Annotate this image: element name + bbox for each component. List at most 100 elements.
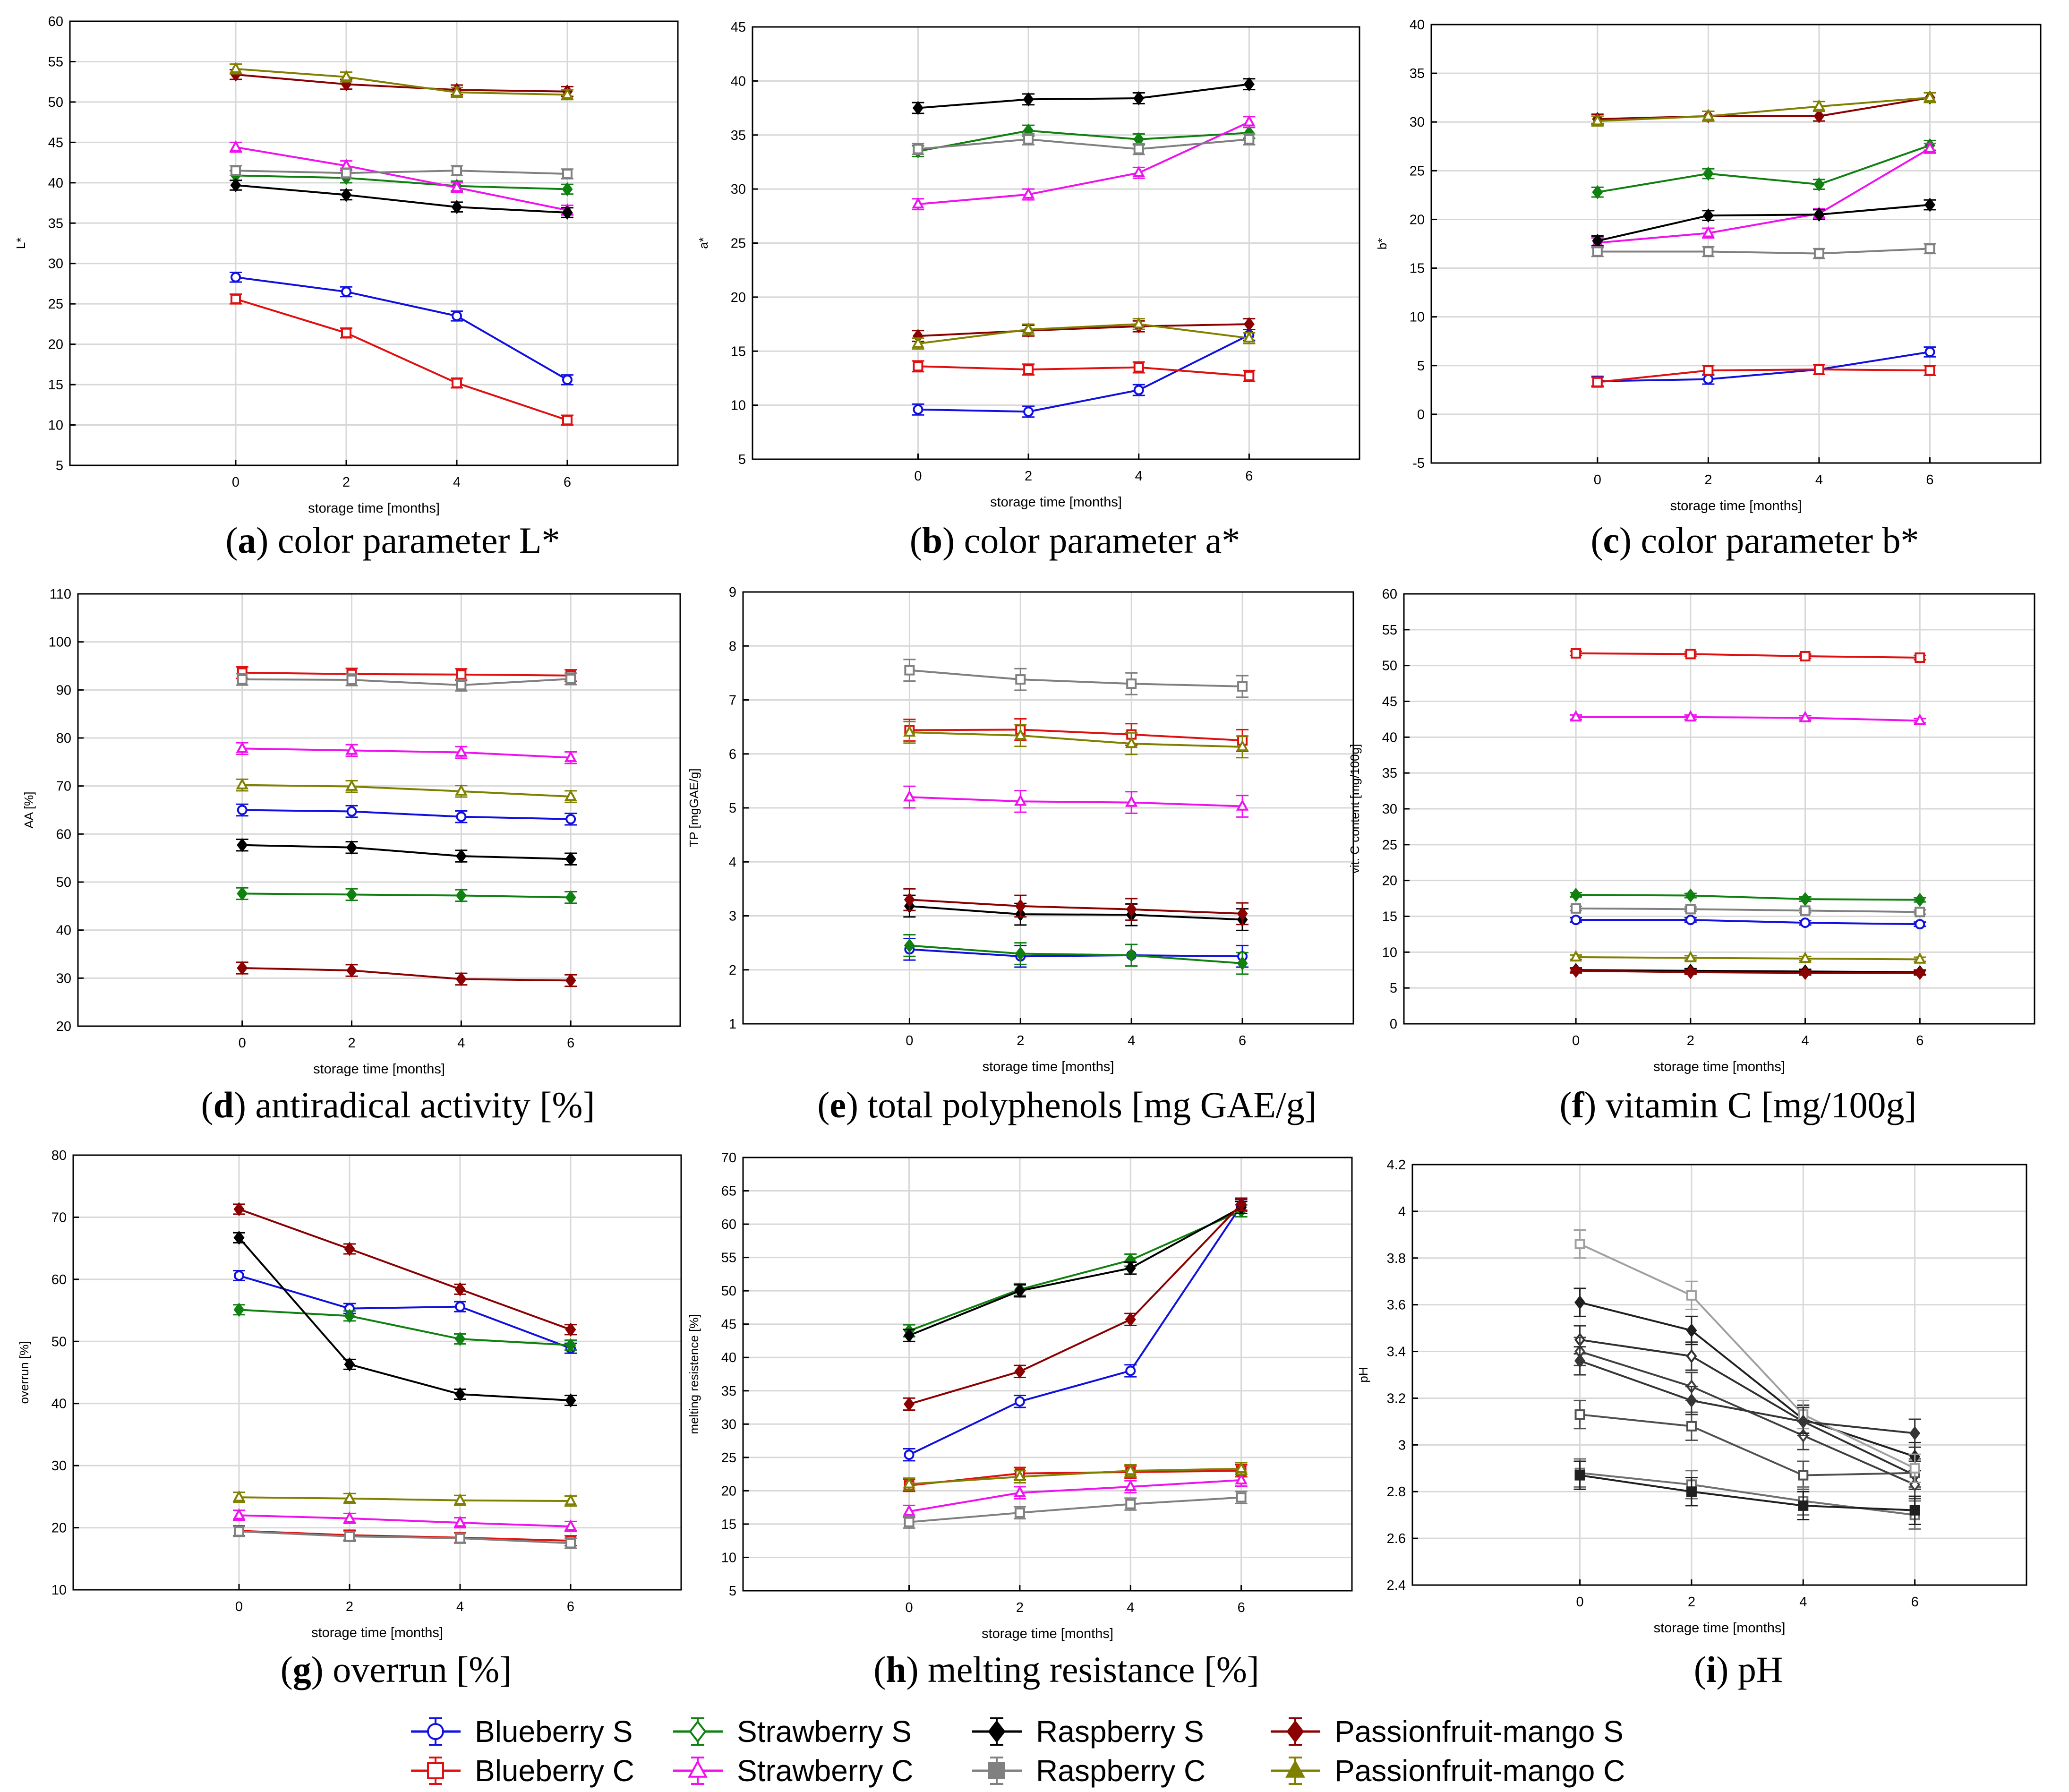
data-point (1686, 1290, 1697, 1301)
data-point (1236, 1492, 1247, 1503)
legend-marker (688, 1759, 708, 1778)
data-point (1571, 648, 1582, 659)
series-line (908, 1210, 1242, 1332)
data-point (912, 336, 924, 348)
data-point (1686, 1323, 1697, 1338)
data-point (1133, 144, 1144, 154)
data-point (1703, 365, 1714, 376)
data-point (1574, 1409, 1585, 1420)
y-tick-label: 50 (721, 1284, 736, 1299)
data-point (1243, 317, 1255, 332)
series-line (242, 677, 571, 686)
data-point (340, 69, 353, 82)
data-point (1685, 904, 1696, 915)
y-tick-label: 30 (51, 1458, 67, 1474)
series-line (242, 967, 571, 982)
data-point (1124, 1479, 1137, 1492)
y-tick-label: 40 (1382, 730, 1397, 745)
data-point (1236, 739, 1249, 752)
data-point (234, 1526, 244, 1537)
data-point (1023, 92, 1034, 107)
data-point (1133, 362, 1144, 373)
series-blueberry-c (1591, 364, 1936, 388)
plot-border (1403, 593, 2035, 1025)
data-point (346, 963, 358, 978)
data-point (1570, 888, 1582, 902)
legend-marker (427, 1762, 444, 1779)
y-tick-label: 20 (51, 1521, 67, 1536)
series-passionfruit-mango-c (1573, 1460, 1921, 1525)
x-tick-label: 4 (453, 475, 461, 490)
series-line (918, 121, 1250, 206)
series-passionfruit-mango-s (903, 888, 1249, 926)
y-tick-label: 55 (721, 1251, 736, 1266)
data-point (1574, 1239, 1585, 1250)
series-line (909, 1496, 1241, 1523)
data-point (232, 1490, 246, 1502)
y-tick-label: 15 (721, 1517, 736, 1532)
data-point (453, 1516, 467, 1527)
data-point (1125, 737, 1138, 748)
series-raspberry-c (903, 659, 1249, 698)
series-raspberry-c (236, 672, 577, 692)
series-strawberry-s (1570, 888, 1926, 907)
series-strawberry-c (232, 1508, 577, 1532)
y-tick-label: 55 (1382, 623, 1397, 638)
y-tick-label: 5 (56, 458, 63, 473)
legend-marker (1285, 1759, 1305, 1778)
series-line (909, 669, 1243, 687)
data-point (237, 961, 248, 975)
data-point (456, 811, 467, 822)
x-tick-label: 0 (235, 1599, 243, 1614)
data-point (341, 286, 351, 297)
y-tick-label: 60 (51, 1272, 67, 1287)
panel-caption: (d) antiradical activity [%] (201, 1084, 595, 1125)
series-line (235, 174, 568, 190)
legend-label: Raspberry C (1036, 1754, 1205, 1788)
y-tick-label: -5 (1412, 456, 1425, 471)
panel-c: 0 2 4 6 -5 0 5 10 15 20 25 30 35 40 storage time [mont… (1375, 17, 2042, 561)
series-line (909, 1467, 1241, 1485)
series-blueberry-s (236, 803, 577, 826)
data-point (1237, 681, 1248, 692)
y-tick-label: 10 (1382, 945, 1397, 960)
data-point (903, 1504, 915, 1516)
legend-item-passionfruit-mango-c: Passionfruit-mango C (1271, 1754, 1625, 1788)
data-point (1800, 917, 1811, 928)
data-point (1132, 165, 1146, 178)
x-tick-label: 4 (1135, 469, 1143, 484)
data-point (1909, 1505, 1920, 1516)
panel-caption: (i) pH (1694, 1649, 1783, 1690)
data-point (1800, 651, 1811, 661)
data-point (904, 938, 915, 953)
data-point (1015, 899, 1026, 913)
series-passionfruit-mango-c (229, 61, 574, 101)
data-point (234, 1270, 244, 1281)
x-tick-label: 0 (906, 1033, 913, 1048)
legend-marker (1286, 1720, 1304, 1743)
series-line (235, 170, 568, 175)
data-point (1909, 1463, 1920, 1474)
y-tick-label: 20 (731, 290, 746, 305)
y-tick-label: 30 (1382, 802, 1397, 817)
data-point (1914, 966, 1925, 980)
legend-item-passionfruit-mango-s: Passionfruit-mango S (1271, 1715, 1624, 1749)
y-tick-label: 25 (1410, 163, 1425, 179)
legend-marker (988, 1762, 1005, 1779)
x-tick-label: 4 (1128, 1033, 1135, 1048)
series-strawberry-s (236, 886, 577, 905)
x-tick-label: 6 (564, 475, 571, 490)
x-tick-label: 0 (232, 475, 239, 490)
x-tick-label: 2 (1017, 1033, 1024, 1048)
panel-caption: (h) melting resistance [%] (873, 1649, 1259, 1690)
series-line (239, 1496, 571, 1502)
data-point (346, 674, 357, 685)
data-point (561, 87, 574, 99)
data-point (1798, 1470, 1809, 1481)
series-line (235, 298, 568, 421)
data-point (231, 293, 241, 304)
data-point (1243, 115, 1256, 127)
data-point (1574, 1470, 1585, 1481)
data-point (1684, 710, 1697, 722)
data-point (565, 814, 576, 824)
